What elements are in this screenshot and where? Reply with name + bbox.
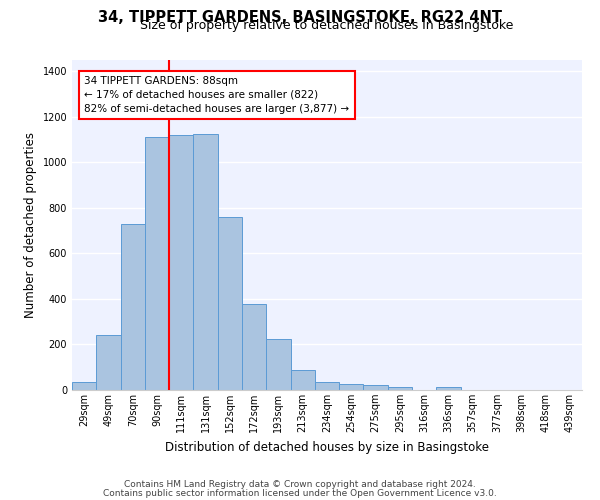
Bar [315,382,339,390]
X-axis label: Distribution of detached houses by size in Basingstoke: Distribution of detached houses by size … [165,440,489,454]
Bar [290,370,315,390]
Bar [169,135,193,390]
Bar [388,388,412,390]
Bar [364,386,388,390]
Bar [266,339,290,390]
Bar [436,386,461,390]
Text: 34, TIPPETT GARDENS, BASINGSTOKE, RG22 4NT: 34, TIPPETT GARDENS, BASINGSTOKE, RG22 4… [98,10,502,25]
Bar [242,304,266,390]
Title: Size of property relative to detached houses in Basingstoke: Size of property relative to detached ho… [140,20,514,32]
Bar [145,138,169,390]
Text: Contains public sector information licensed under the Open Government Licence v3: Contains public sector information licen… [103,489,497,498]
Text: 34 TIPPETT GARDENS: 88sqm
← 17% of detached houses are smaller (822)
82% of semi: 34 TIPPETT GARDENS: 88sqm ← 17% of detac… [85,76,350,114]
Bar [339,384,364,390]
Bar [193,134,218,390]
Bar [96,336,121,390]
Y-axis label: Number of detached properties: Number of detached properties [24,132,37,318]
Bar [121,224,145,390]
Text: Contains HM Land Registry data © Crown copyright and database right 2024.: Contains HM Land Registry data © Crown c… [124,480,476,489]
Bar [72,382,96,390]
Bar [218,217,242,390]
